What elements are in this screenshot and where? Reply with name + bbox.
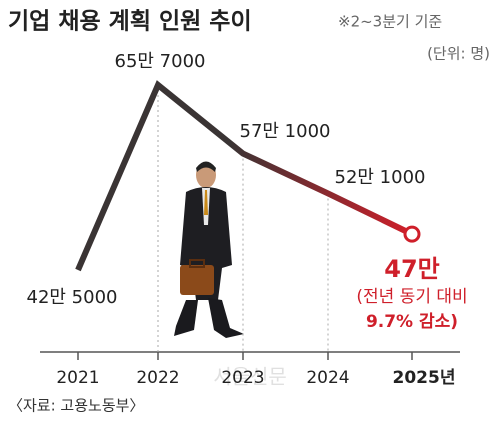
- value-label: 42만 5000: [27, 287, 118, 308]
- end-marker: [403, 225, 421, 243]
- x-tick-label: 2021: [56, 368, 99, 388]
- chart-title: 기업 채용 계획 인원 추이: [8, 9, 252, 35]
- annotation: 9.7% 감소): [366, 312, 458, 332]
- chart-subtitle: ※2~3분기 기준: [338, 13, 442, 31]
- value-label: 47만: [384, 255, 439, 283]
- value-label: 57만 1000: [240, 121, 331, 142]
- businessman-illustration: [174, 161, 244, 338]
- x-tick-label: 2022: [136, 368, 179, 388]
- line: [75, 80, 414, 272]
- x-tick-label: 2024: [306, 368, 349, 388]
- x-tick-label: 2023: [221, 368, 264, 388]
- unit-label: (단위: 명): [427, 45, 490, 63]
- source: 〈자료: 고용노동부〉: [8, 397, 144, 415]
- watermark: 서울신문: [213, 365, 287, 389]
- x-tick-label: 2025년: [393, 368, 456, 388]
- annotation: (전년 동기 대비: [356, 287, 467, 307]
- value-label: 52만 1000: [335, 167, 426, 188]
- value-label: 65만 7000: [115, 51, 206, 72]
